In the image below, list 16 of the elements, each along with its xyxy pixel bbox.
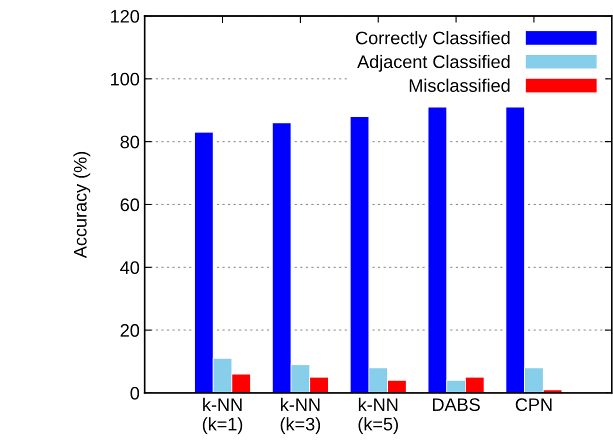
y-axis-title: Accuracy (%)	[73, 152, 90, 258]
y-tick-label: 80	[120, 136, 140, 148]
legend-label: Correctly Classified	[356, 31, 510, 48]
y-tick-label: 40	[120, 261, 140, 274]
y-tick-label: 0	[130, 386, 140, 400]
x-tick-label: DABS	[432, 398, 480, 412]
y-tick-label: 120	[111, 10, 140, 23]
y-tick-label: 100	[111, 72, 140, 86]
x-tick-label: k-NN (k=5)	[358, 398, 398, 434]
y-tick-label: 60	[120, 198, 140, 212]
y-tick-label: 20	[120, 324, 140, 337]
legend-label: Adjacent Classified	[357, 54, 510, 72]
x-tick-label: k-NN (k=3)	[280, 398, 320, 434]
x-tick-label: k-NN (k=1)	[202, 398, 242, 434]
legend-label: Misclassified	[410, 78, 510, 92]
x-tick-label: CPN	[516, 398, 552, 412]
